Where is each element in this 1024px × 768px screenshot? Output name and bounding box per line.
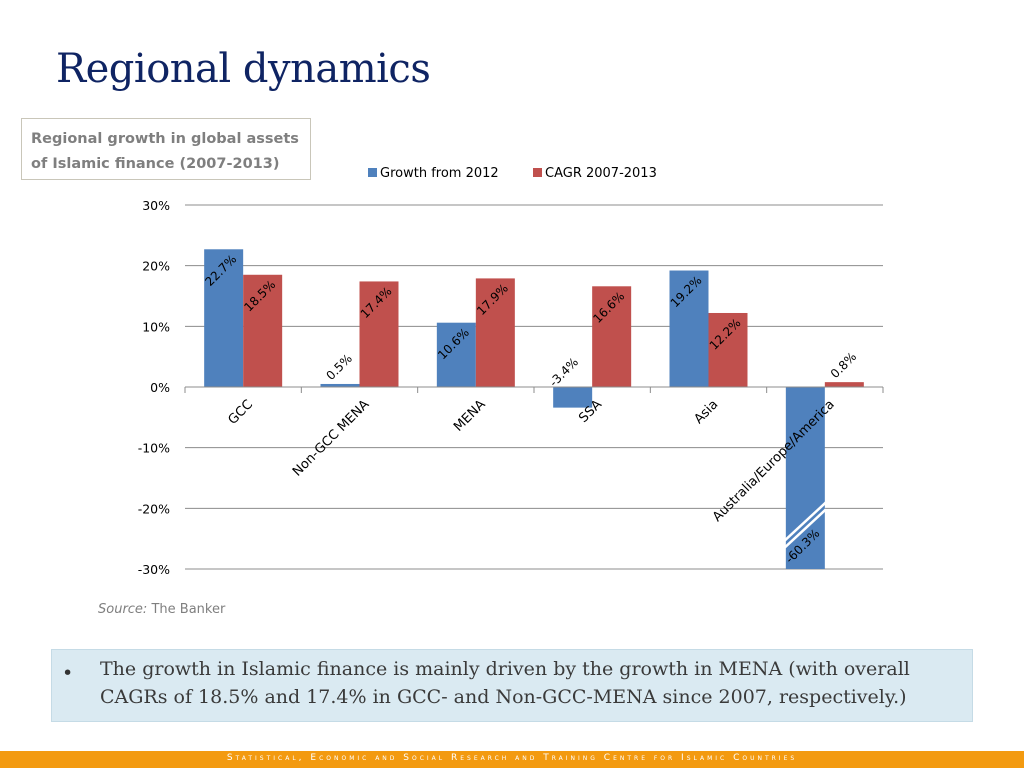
bullet-icon: • [62, 662, 74, 684]
category-label: GCC [225, 397, 256, 428]
bar-chart: Growth from 2012 CAGR 2007-2013 30% 20% 10%… [138, 166, 884, 577]
legend-label: CAGR 2007-2013 [545, 166, 657, 181]
bar [359, 281, 399, 387]
legend-swatch [368, 168, 377, 177]
axis-break-mark [783, 501, 827, 542]
chart-gridlines [185, 204, 883, 570]
y-tick-label: -10% [138, 441, 170, 456]
key-takeaway-text: The growth in Islamic finance is mainly … [100, 658, 910, 708]
category-label: MENA [451, 397, 489, 435]
bar [785, 387, 825, 569]
bar [592, 286, 632, 387]
source-label: Source: [98, 602, 148, 617]
bar [553, 387, 593, 408]
key-takeaway-box: • The growth in Islamic finance is mainl… [51, 649, 973, 722]
footer-bar: Statistical, Economic and Social Researc… [0, 751, 1024, 768]
bar [824, 382, 864, 387]
axis-break-mark [783, 508, 827, 549]
data-labels: 22.7%0.5%10.6%-3.4%19.2%-60.3%18.5% 17.4%… [202, 252, 859, 566]
category-label: Non-GCC MENA [290, 397, 372, 479]
data-label: 0.8% [828, 350, 859, 381]
bar [436, 322, 476, 387]
chart-caption-line2: of Islamic finance (2007-2013) [31, 156, 280, 172]
footer-organization: Statistical, Economic and Social Researc… [226, 753, 798, 763]
category-label: Asia [691, 397, 721, 427]
data-label: -3.4% [547, 355, 582, 390]
legend-swatch [533, 168, 542, 177]
bar [669, 270, 709, 387]
slide-title: Regional dynamics [56, 46, 431, 92]
category-labels: GCC Non-GCC MENA MENA SSA AsiaAustralia/Euro… [225, 397, 837, 525]
bar [320, 383, 360, 387]
y-axis-ticks: 30% 20% 10% 0% -10% -20% -30% [138, 198, 170, 577]
y-tick-label: 10% [142, 319, 170, 334]
bar [243, 274, 283, 387]
chart-legend: Growth from 2012 CAGR 2007-2013 [368, 166, 657, 181]
chart-caption-line1: Regional growth in global assets [31, 131, 299, 147]
chart-bars [204, 249, 864, 569]
data-label: 0.5% [323, 351, 354, 382]
bar [475, 278, 515, 387]
y-tick-label: -20% [138, 501, 170, 516]
chart-caption: Regional growth in global assets of Isla… [21, 118, 311, 180]
y-tick-label: 0% [150, 380, 170, 395]
bar [204, 249, 244, 387]
y-tick-label: 30% [142, 198, 170, 213]
y-tick-label: -30% [138, 562, 170, 577]
chart-source: Source: The Banker [98, 602, 225, 617]
source-value: The Banker [147, 602, 226, 617]
x-axis [184, 386, 884, 393]
y-tick-label: 20% [142, 259, 170, 274]
bar [708, 312, 748, 387]
legend-label: Growth from 2012 [380, 166, 499, 181]
